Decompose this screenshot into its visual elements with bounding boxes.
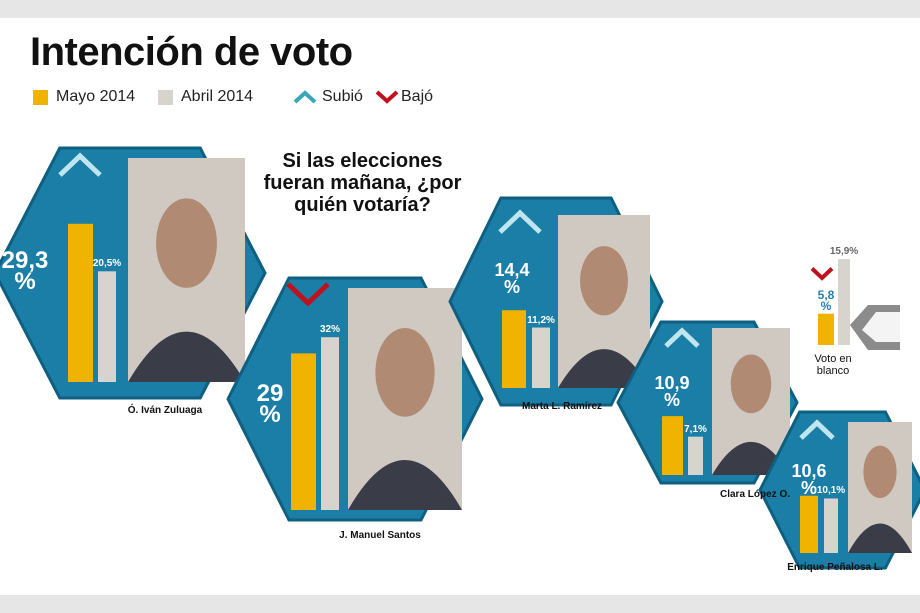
candidate-group — [448, 196, 664, 407]
candidate-photo — [128, 158, 245, 382]
bar-abril — [321, 337, 339, 510]
candidate-photo — [558, 215, 650, 388]
category-label: Ó. Iván Zuluaga — [127, 405, 203, 416]
category-label: J. Manuel Santos — [339, 530, 421, 541]
value-label-abril: 20,5% — [92, 258, 122, 270]
bar-abril — [532, 327, 550, 388]
bar-mayo — [818, 313, 834, 345]
chevron-up-icon — [498, 209, 542, 234]
bar-abril — [98, 271, 116, 382]
legend-swatch-mayo — [33, 89, 48, 105]
legend-label-mayo: Mayo 2014 — [56, 88, 136, 105]
chevron-down-icon — [286, 282, 330, 307]
bar-mayo — [502, 310, 526, 388]
legend-label-bajo: Bajó — [401, 88, 434, 105]
value-label-mayo: 14,4 % — [494, 260, 530, 297]
value-label-abril: 10,1% — [816, 485, 846, 497]
value-label-abril: 7,1% — [684, 423, 707, 435]
legend-label-abril: Abril 2014 — [181, 88, 254, 105]
value-label-mayo: 10,9 % — [654, 373, 690, 410]
bar-abril — [688, 436, 703, 475]
candidate-photo — [848, 422, 912, 553]
legend-label-subio: Subió — [322, 88, 363, 105]
chevron-up-icon — [664, 327, 700, 348]
value-label-mayo: 29 % — [256, 380, 284, 428]
category-label: Marta L. Ramírez — [521, 401, 603, 412]
question-text: Si las elecciones fueran mañana, ¿por qu… — [263, 150, 462, 216]
bar-mayo — [800, 495, 818, 553]
legend-subio: Subió — [293, 88, 363, 106]
value-label-abril: 32% — [319, 324, 341, 336]
value-label-mayo: 29,3 % — [1, 247, 49, 295]
bar-mayo — [291, 353, 316, 510]
legend-bajo: Bajó — [375, 88, 433, 106]
value-label-abril: 15,9% — [829, 246, 859, 258]
legend-swatch-abril — [158, 89, 173, 105]
candidate-group — [758, 410, 920, 570]
chart-title: Intención de voto — [30, 30, 353, 74]
candidate-group — [0, 146, 267, 400]
category-label: Voto en blanco — [814, 353, 852, 377]
candidate-photo — [348, 288, 462, 510]
legend-abril: Abril 2014 — [158, 88, 253, 106]
value-label-mayo: 5,8 % — [817, 288, 835, 313]
chevron-down-icon — [375, 90, 399, 104]
value-label-mayo: 10,6 % — [791, 461, 827, 498]
bottom-band — [0, 595, 920, 613]
bar-abril — [838, 259, 850, 345]
legend-mayo: Mayo 2014 — [33, 88, 135, 106]
category-label: Enrique Peñalosa L. — [787, 562, 883, 573]
bar-mayo — [68, 223, 93, 382]
value-label-abril: 11,2% — [527, 314, 555, 326]
top-band — [0, 0, 920, 18]
category-label: Clara López O. — [719, 489, 791, 500]
bar-mayo — [662, 416, 683, 475]
candidate-group — [226, 276, 484, 522]
candidate-group — [810, 259, 900, 350]
chevron-up-icon — [799, 419, 835, 440]
bar-abril — [824, 498, 838, 553]
chevron-down-icon — [810, 267, 834, 281]
chevron-up-icon — [58, 152, 102, 177]
chevron-up-icon — [293, 90, 317, 104]
